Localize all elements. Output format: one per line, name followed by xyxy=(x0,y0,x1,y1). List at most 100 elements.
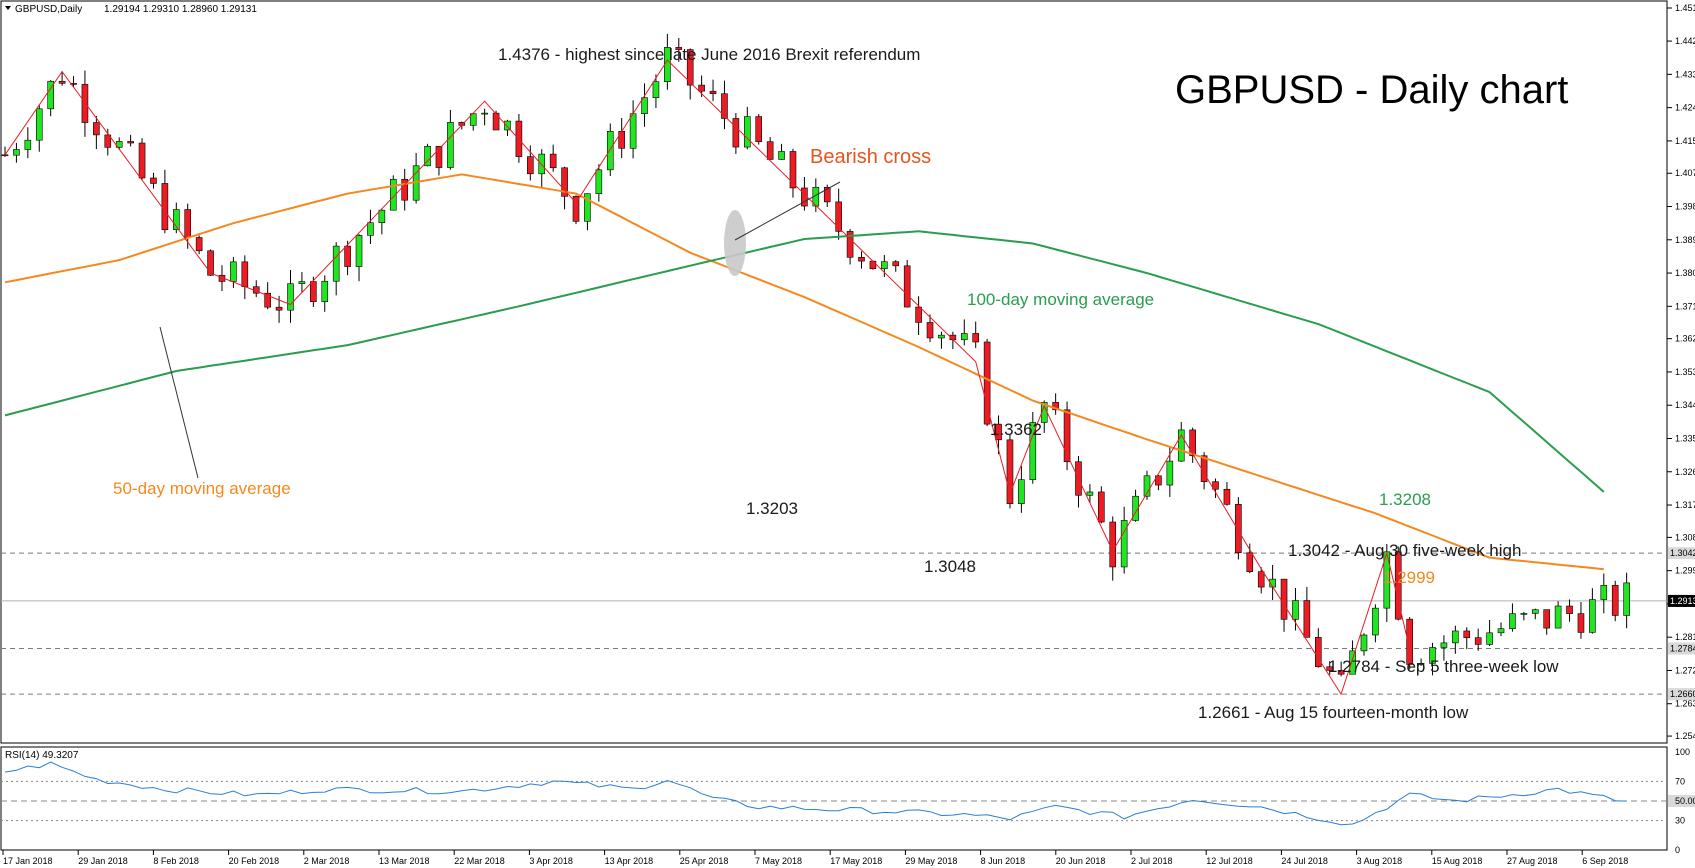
rsi-label: RSI(14) 49.3207 xyxy=(5,750,79,761)
date-tick-label: 6 Sep 2018 xyxy=(1582,856,1628,866)
candle-down xyxy=(1406,618,1413,665)
candle-down xyxy=(1006,439,1014,504)
candle-down xyxy=(1543,609,1550,629)
candle-down xyxy=(972,333,980,343)
candle-down xyxy=(675,47,683,50)
level-badge xyxy=(1668,688,1695,701)
candle-up xyxy=(173,209,180,231)
candle-up xyxy=(1417,663,1425,665)
chart-title: GBPUSD - Daily chart xyxy=(1175,68,1568,112)
price-tick-label: 1.27250 xyxy=(1675,665,1695,675)
annotation-high-2: 1.3362 xyxy=(990,420,1042,439)
candle-up xyxy=(629,113,637,149)
candle-down xyxy=(1611,584,1619,616)
candle-down xyxy=(150,177,157,184)
candle-down xyxy=(1,154,9,157)
candle-up xyxy=(481,112,488,115)
candle-up xyxy=(1120,520,1128,568)
candle-down xyxy=(1303,600,1311,638)
candle-up xyxy=(1349,650,1356,675)
candle-down xyxy=(823,186,831,203)
candle-down xyxy=(344,245,351,267)
candle-down xyxy=(264,292,271,308)
candle-up xyxy=(332,245,340,282)
annotation-five-week-high: 1.3042 - Aug 30 five-week high xyxy=(1288,541,1521,560)
candle-down xyxy=(869,260,877,270)
rsi-line xyxy=(4,761,1627,826)
date-tick-label: 22 Mar 2018 xyxy=(454,856,505,866)
rsi-level-lines xyxy=(1,780,1667,822)
candle-down xyxy=(401,178,409,201)
candle-up xyxy=(1132,495,1139,521)
annotation-high: 1.4376 - highest since late June 2016 Br… xyxy=(498,45,920,64)
date-tick-label: 27 Aug 2018 xyxy=(1507,856,1558,866)
rsi-tick-label: 100 xyxy=(1675,747,1690,757)
candle-down xyxy=(835,201,842,232)
candle-down xyxy=(789,151,797,189)
candle-up xyxy=(230,261,237,282)
ma100-line xyxy=(4,230,1605,493)
candle-down xyxy=(93,122,100,136)
candle-up xyxy=(1520,613,1528,615)
candle-up xyxy=(355,235,363,267)
annotation-bearish-cross: Bearish cross xyxy=(810,146,931,168)
collapse-triangle-icon[interactable] xyxy=(5,6,11,10)
date-tick-label: 24 Jul 2018 xyxy=(1281,856,1328,866)
candle-down xyxy=(698,84,705,92)
candle-down xyxy=(1098,491,1105,523)
candle-down xyxy=(184,209,192,238)
ma50-line xyxy=(4,173,1604,571)
candle-down xyxy=(561,167,568,197)
candle-down xyxy=(549,153,557,169)
current-price-badge xyxy=(1668,594,1695,607)
annotation-low-1: 1.3203 xyxy=(746,499,798,518)
level-badge xyxy=(1668,642,1695,655)
price-badges: 1.30423 1.29131 1.27844 1.26609 xyxy=(1668,547,1695,701)
date-tick-label: 13 Apr 2018 xyxy=(605,856,654,866)
candle-up xyxy=(389,178,397,211)
candle-down xyxy=(275,306,283,311)
candle-down xyxy=(1315,636,1322,668)
rsi-path xyxy=(4,761,1627,826)
price-tick-label: 1.43375 xyxy=(1675,69,1695,79)
candle-down xyxy=(1337,670,1345,675)
candle-down xyxy=(1052,402,1059,411)
annotation-ma50: 50-day moving average xyxy=(113,479,291,498)
candle-down xyxy=(1246,552,1254,572)
candle-up xyxy=(1018,479,1025,504)
date-tick-label: 13 Mar 2018 xyxy=(379,856,430,866)
candle-up xyxy=(287,283,294,311)
candle-up xyxy=(424,145,431,167)
candle-down xyxy=(81,84,89,123)
date-tick-label: 2 Mar 2018 xyxy=(304,856,350,866)
candle-down xyxy=(709,90,717,94)
rsi-tick-label: 0 xyxy=(1675,845,1680,855)
candle-up xyxy=(504,120,511,131)
candle-down xyxy=(686,49,694,86)
candle-down xyxy=(70,83,77,85)
candle-down xyxy=(1155,475,1162,486)
candle-up xyxy=(1623,582,1630,616)
candle-up xyxy=(1531,609,1539,614)
candle-down xyxy=(1212,481,1219,490)
candle-down xyxy=(127,141,134,144)
candle-up xyxy=(1360,634,1368,652)
candle-down xyxy=(1257,571,1265,588)
ma100-end-label: 1.3208 xyxy=(1379,490,1431,509)
annotation-low-2: 1.3048 xyxy=(924,557,976,576)
date-tick-label: 8 Feb 2018 xyxy=(153,856,199,866)
candle-up xyxy=(1143,475,1151,497)
candle-down xyxy=(527,156,534,175)
price-tick-label: 1.28150 xyxy=(1675,632,1695,642)
candle-down xyxy=(858,256,865,262)
candle-down xyxy=(1577,613,1585,633)
candle-up xyxy=(321,280,329,302)
price-axis: 1.45170 1.44275 1.43375 1.42475 1.41575 1.407… xyxy=(1667,3,1695,741)
candle-down xyxy=(104,134,112,148)
date-tick-label: 20 Feb 2018 xyxy=(229,856,280,866)
candle-down xyxy=(1566,605,1573,614)
zigzag-path xyxy=(4,59,1411,696)
ma50-pointer xyxy=(159,326,199,479)
candle-down xyxy=(1474,637,1482,645)
candle-up xyxy=(1372,607,1379,636)
